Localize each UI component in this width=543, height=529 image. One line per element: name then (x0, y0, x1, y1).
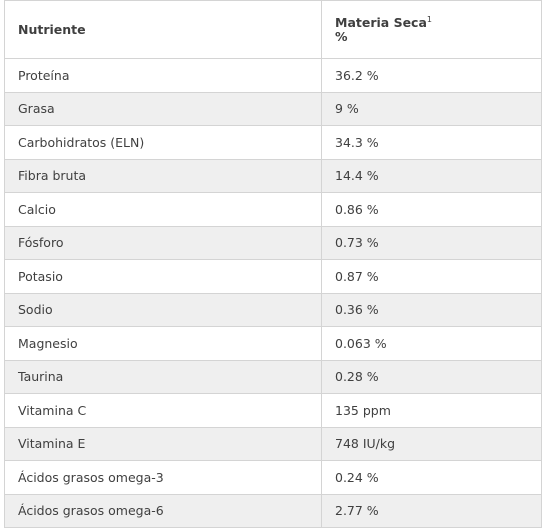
table-row: Fósforo 0.73 % (4, 225, 542, 260)
table-row: Carbohidratos (ELN) 34.3 % (4, 125, 542, 160)
nutrient-value-cell: 9 % (321, 91, 542, 126)
nutrient-name-cell: Sodio (4, 292, 322, 327)
nutrient-name-cell: Taurina (4, 359, 322, 394)
table-row: Fibra bruta 14.4 % (4, 158, 542, 193)
nutrient-value-cell: 34.3 % (321, 125, 542, 160)
header-dry-matter-unit: % (335, 28, 348, 44)
nutrient-value-cell: 0.73 % (321, 225, 542, 260)
table-body: Proteína 36.2 % Grasa 9 % Carbohidratos (ELN… (4, 58, 542, 528)
nutrient-name-cell: Proteína (4, 58, 322, 93)
nutrient-value-cell: 36.2 % (321, 58, 542, 93)
nutrient-name-cell: Ácidos grasos omega-6 (4, 493, 322, 528)
nutrient-table-container: Nutriente Materia Seca1 % Proteína 36.2 %… (4, 0, 542, 528)
nutrient-value-cell: 0.36 % (321, 292, 542, 327)
nutrient-value-cell: 2.77 % (321, 493, 542, 528)
table-row: Taurina 0.28 % (4, 359, 542, 394)
nutrient-value-cell: 0.24 % (321, 460, 542, 495)
nutrient-name-cell: Potasio (4, 259, 322, 294)
table-row: Ácidos grasos omega-3 0.24 % (4, 460, 542, 495)
nutrient-value-cell: 14.4 % (321, 158, 542, 193)
header-row: Nutriente Materia Seca1 % (4, 0, 542, 59)
nutrient-value-cell: 135 ppm (321, 393, 542, 428)
nutrient-name-cell: Carbohidratos (ELN) (4, 125, 322, 160)
table-header: Nutriente Materia Seca1 % (4, 0, 542, 59)
header-nutrient: Nutriente (4, 0, 322, 59)
table-row: Vitamina C 135 ppm (4, 393, 542, 428)
nutrient-value-cell: 0.28 % (321, 359, 542, 394)
table-row: Proteína 36.2 % (4, 58, 542, 93)
table-row: Potasio 0.87 % (4, 259, 542, 294)
nutrient-name-cell: Magnesio (4, 326, 322, 361)
nutrient-name-cell: Vitamina E (4, 426, 322, 461)
nutrient-value-cell: 748 IU/kg (321, 426, 542, 461)
nutrient-name-cell: Grasa (4, 91, 322, 126)
header-dry-matter-label: Materia Seca (335, 14, 427, 30)
nutrient-value-cell: 0.87 % (321, 259, 542, 294)
footnote-marker: 1 (426, 14, 432, 24)
table-row: Ácidos grasos omega-6 2.77 % (4, 493, 542, 528)
nutrient-name-cell: Ácidos grasos omega-3 (4, 460, 322, 495)
header-dry-matter: Materia Seca1 % (321, 0, 542, 59)
nutrient-name-cell: Calcio (4, 192, 322, 227)
nutrient-table: Nutriente Materia Seca1 % Proteína 36.2 %… (4, 0, 542, 528)
nutrient-name-cell: Fibra bruta (4, 158, 322, 193)
table-row: Vitamina E 748 IU/kg (4, 426, 542, 461)
nutrient-value-cell: 0.063 % (321, 326, 542, 361)
table-row: Calcio 0.86 % (4, 192, 542, 227)
table-row: Magnesio 0.063 % (4, 326, 542, 361)
table-row: Grasa 9 % (4, 91, 542, 126)
nutrient-name-cell: Fósforo (4, 225, 322, 260)
table-row: Sodio 0.36 % (4, 292, 542, 327)
nutrient-value-cell: 0.86 % (321, 192, 542, 227)
nutrient-name-cell: Vitamina C (4, 393, 322, 428)
